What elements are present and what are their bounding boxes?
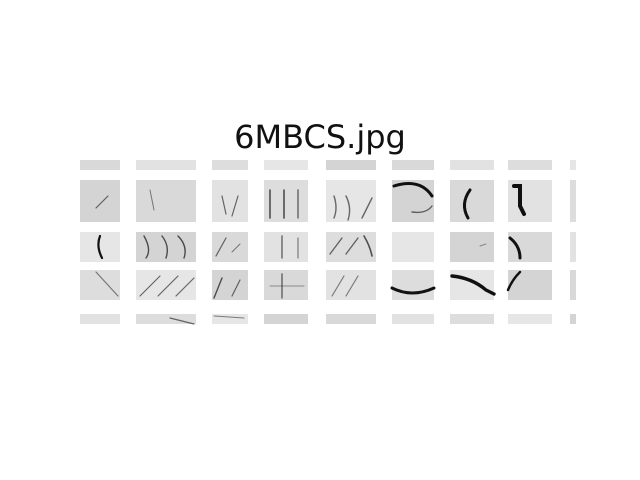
image-tile xyxy=(326,314,376,324)
image-tile xyxy=(136,270,196,300)
image-tile xyxy=(450,160,494,170)
image-tile xyxy=(450,232,494,262)
image-tile xyxy=(264,314,308,324)
image-tile xyxy=(392,270,434,300)
stroke-mark xyxy=(450,274,496,296)
image-tile xyxy=(264,160,308,170)
stroke-mark xyxy=(390,286,436,295)
stroke-mark xyxy=(143,235,150,259)
image-tile xyxy=(508,160,552,170)
stroke-mark xyxy=(139,275,161,297)
image-tile xyxy=(212,232,248,262)
stroke-mark xyxy=(329,237,343,255)
image-tile xyxy=(136,160,196,170)
stroke-mark xyxy=(177,235,186,259)
stroke-mark xyxy=(175,277,195,297)
image-tile xyxy=(80,180,120,222)
stroke-mark xyxy=(157,275,179,297)
stroke-mark xyxy=(479,243,487,247)
stroke-mark xyxy=(333,195,337,219)
image-tile xyxy=(212,180,248,222)
image-tile xyxy=(392,180,434,222)
image-tile xyxy=(450,314,494,324)
figure-title: 6MBCS.jpg xyxy=(234,118,406,156)
stroke-mark xyxy=(512,184,526,216)
stroke-mark xyxy=(345,195,351,221)
image-tile xyxy=(508,270,552,300)
image-tile xyxy=(80,270,120,300)
image-tile xyxy=(570,160,576,170)
stroke-mark xyxy=(95,195,109,209)
image-tile xyxy=(326,270,376,300)
stroke-mark xyxy=(149,189,155,211)
stroke-mark xyxy=(506,270,522,292)
image-tile xyxy=(264,270,308,300)
stroke-mark xyxy=(221,195,227,215)
stroke-mark xyxy=(363,235,373,257)
tile-strokes xyxy=(95,182,526,325)
image-tile xyxy=(212,270,248,300)
stroke-mark xyxy=(215,237,227,257)
image-tile xyxy=(508,314,552,324)
stroke-mark xyxy=(231,279,241,297)
tile-backgrounds xyxy=(80,160,576,324)
stroke-mark xyxy=(361,197,373,219)
image-tile xyxy=(392,160,434,170)
image-tile xyxy=(326,180,376,222)
image-tile xyxy=(392,232,434,262)
image-tile xyxy=(570,180,576,222)
image-tile xyxy=(570,270,576,300)
image-tile xyxy=(450,180,494,222)
stroke-mark xyxy=(463,188,472,220)
stroke-mark xyxy=(213,277,223,299)
image-tile xyxy=(264,180,308,222)
stroke-mark xyxy=(345,237,359,255)
stroke-mark xyxy=(231,195,239,217)
stroke-mark xyxy=(161,235,169,259)
image-tile xyxy=(508,232,552,262)
image-tile xyxy=(450,270,494,300)
image-tile xyxy=(80,160,120,170)
image-tile xyxy=(136,314,196,324)
stroke-mark xyxy=(169,317,195,325)
image-tile xyxy=(136,180,196,222)
stroke-mark xyxy=(345,275,359,297)
image-tile xyxy=(212,160,248,170)
image-tile xyxy=(392,314,434,324)
stroke-mark xyxy=(392,182,434,198)
image-tile xyxy=(326,160,376,170)
image-tile xyxy=(570,232,576,262)
stroke-mark xyxy=(231,243,241,253)
stroke-mark xyxy=(95,271,119,297)
image-tile xyxy=(212,314,248,324)
stroke-mark xyxy=(331,275,345,297)
stroke-mark xyxy=(508,236,522,260)
image-tile xyxy=(264,232,308,262)
image-tile xyxy=(570,314,576,324)
stroke-mark xyxy=(213,315,245,319)
image-tile xyxy=(80,314,120,324)
stroke-mark xyxy=(97,234,104,260)
stroke-mark xyxy=(411,205,433,214)
